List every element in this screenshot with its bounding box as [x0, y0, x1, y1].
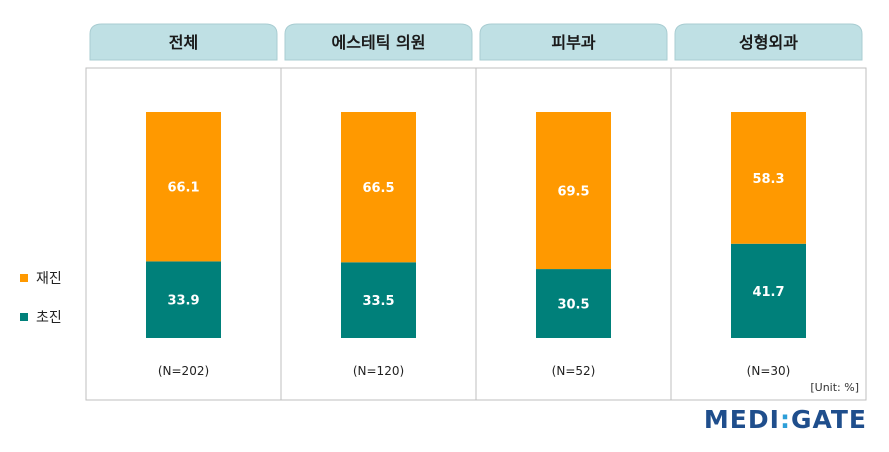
bar-revisit — [536, 112, 611, 270]
sample-size-label: (N=52) — [552, 364, 596, 378]
category-header-label: 전체 — [169, 33, 198, 52]
data-label-first-visit: 33.5 — [362, 294, 394, 309]
medigate-logo: MEDI:GATE — [704, 405, 867, 434]
bar-revisit — [341, 112, 416, 263]
legend-swatch-revisit — [20, 274, 28, 282]
bar-first-visit — [731, 243, 806, 338]
data-label-first-visit: 33.9 — [167, 294, 199, 309]
data-label-revisit: 69.5 — [557, 185, 589, 200]
bar-first-visit — [341, 262, 416, 338]
bar-first-visit — [536, 269, 611, 338]
logo-part2: GATE — [790, 405, 867, 434]
sample-size-label: (N=202) — [158, 364, 209, 378]
data-label-first-visit: 30.5 — [557, 298, 589, 313]
data-label-revisit: 58.3 — [752, 172, 784, 187]
bar-revisit — [146, 112, 221, 262]
legend-label-revisit: 재진 — [36, 271, 62, 287]
category-header-tab — [479, 23, 668, 61]
category-header-tab — [284, 23, 473, 61]
data-label-revisit: 66.1 — [167, 181, 199, 196]
legend-label-first-visit: 초진 — [36, 310, 62, 326]
data-label-first-visit: 41.7 — [752, 285, 784, 300]
bar-first-visit — [146, 261, 221, 338]
legend-swatch-first-visit — [20, 313, 28, 321]
sample-size-label: (N=120) — [353, 364, 404, 378]
sample-size-label: (N=30) — [747, 364, 791, 378]
category-header-label: 피부과 — [551, 33, 595, 52]
logo-separator: : — [779, 405, 791, 434]
logo-part1: MEDI — [703, 405, 780, 434]
legend-item-first-visit: 초진 — [20, 307, 62, 327]
bar-revisit — [731, 112, 806, 244]
data-label-revisit: 66.5 — [362, 181, 394, 196]
legend-item-revisit: 재진 — [20, 268, 62, 288]
category-header-label: 성형외과 — [739, 33, 798, 52]
category-header-tab — [674, 23, 863, 61]
category-header-label: 에스테틱 의원 — [332, 33, 426, 52]
category-header-tab — [89, 23, 278, 61]
unit-label: [Unit: %] — [810, 381, 859, 394]
